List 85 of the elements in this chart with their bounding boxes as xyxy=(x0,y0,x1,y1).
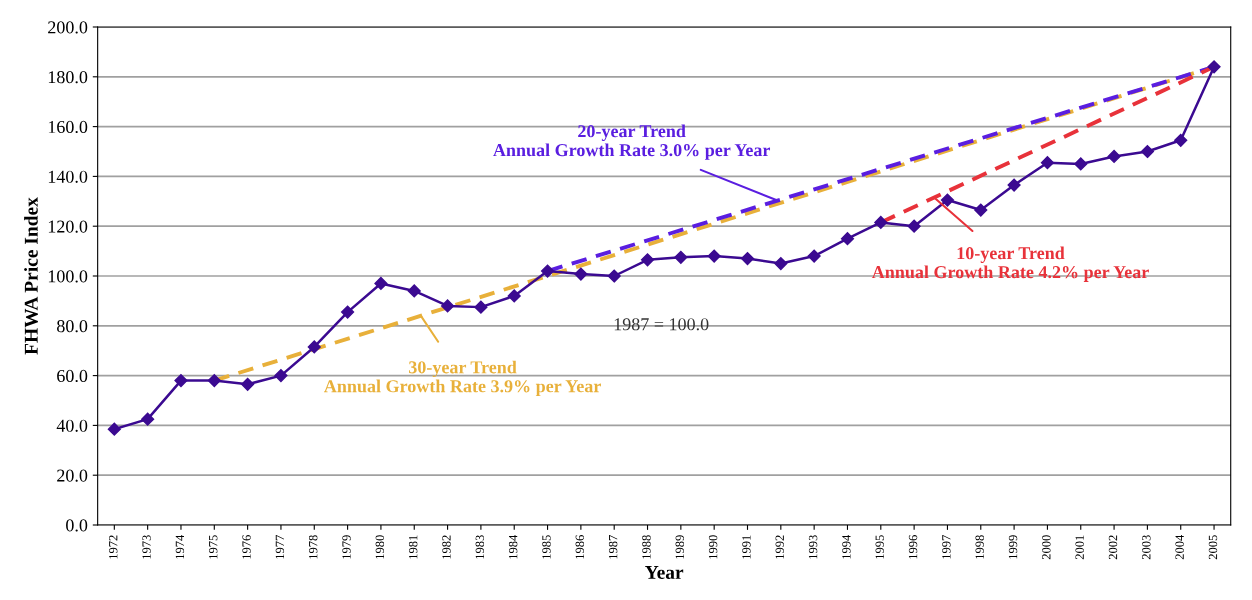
x-tick-label: 1981 xyxy=(408,535,418,559)
y-tick-label: 80.0 xyxy=(57,320,88,333)
y-tick-label: 160.0 xyxy=(48,120,88,134)
point xyxy=(207,373,221,388)
point xyxy=(274,369,288,383)
y-tick-label: 40.0 xyxy=(56,419,88,432)
point xyxy=(574,267,588,281)
annotation: 1987 = 100.0 xyxy=(614,318,709,331)
x-tick-label: 1992 xyxy=(775,535,784,559)
x-tick-label: 1997 xyxy=(942,535,951,559)
point xyxy=(507,289,521,303)
point xyxy=(174,373,188,388)
x-tick-label: 2001 xyxy=(1075,535,1084,560)
point xyxy=(1174,133,1188,147)
x-tick-label: 1993 xyxy=(808,535,818,559)
x-tick-label: 1999 xyxy=(1008,535,1018,559)
annotation: 20-year Trend Annual Growth Rate 3.0% per Year xyxy=(493,124,771,160)
x-tick-label: 1977 xyxy=(275,535,285,559)
annotation: 10-year Trend Annual Growth Rate 4.2% per Year xyxy=(871,246,1149,282)
x-tick-label: 1982 xyxy=(442,535,451,559)
x-tick-label: 1980 xyxy=(375,535,385,559)
x-tick-label: 1990 xyxy=(708,535,718,559)
x-tick-label: 1991 xyxy=(742,535,751,559)
point xyxy=(474,300,488,314)
point xyxy=(1107,149,1121,164)
y-tick-label: 140.0 xyxy=(48,170,88,183)
point xyxy=(1007,178,1021,192)
x-tick-label: 1989 xyxy=(675,535,684,559)
x-tick-label: 2000 xyxy=(1042,535,1051,560)
point xyxy=(907,219,921,233)
y-tick-label: 180.0 xyxy=(48,71,88,84)
x-tick-label: 1978 xyxy=(308,535,318,559)
x-tick-label: 1986 xyxy=(575,535,584,559)
x-tick-label: 1973 xyxy=(142,535,151,559)
x-tick-label: 1998 xyxy=(975,535,984,559)
x-tick-label: 1979 xyxy=(342,535,351,559)
point xyxy=(141,412,155,426)
y-tick-label: 60.0 xyxy=(57,369,88,383)
point xyxy=(1040,156,1055,170)
y-tick-label: 200.0 xyxy=(48,21,88,34)
x-tick-label: 1995 xyxy=(875,535,884,559)
point xyxy=(407,284,421,298)
x-tick-label: 1976 xyxy=(242,535,251,559)
point xyxy=(440,299,455,313)
x-tick-label: 1985 xyxy=(542,535,551,559)
x-tick-label: 1987 xyxy=(608,535,618,559)
x-tick-label: 1972 xyxy=(109,535,118,559)
point xyxy=(107,422,121,436)
point xyxy=(1074,157,1088,171)
y-tick-label: 0.0 xyxy=(66,519,88,532)
point xyxy=(840,232,855,246)
point xyxy=(974,203,988,217)
x-tick-label: 1974 xyxy=(175,534,185,559)
x-axis-title: Year xyxy=(645,566,684,579)
y-tick-label: 100.0 xyxy=(48,270,88,283)
x-tick-label: 1996 xyxy=(908,535,918,559)
point xyxy=(607,269,621,283)
x-tick-label: 2005 xyxy=(1208,535,1218,560)
point xyxy=(807,249,821,263)
point xyxy=(940,193,955,207)
x-tick-label: 1994 xyxy=(842,534,851,559)
point xyxy=(774,256,788,271)
x-tick-label: 1983 xyxy=(475,535,485,559)
point xyxy=(241,377,255,391)
annotation: 30-year Trend Annual Growth Rate 3.9% per Year xyxy=(323,360,601,396)
x-tick-label: 2003 xyxy=(1142,535,1151,560)
x-tick-label: 2002 xyxy=(1108,535,1118,560)
point xyxy=(707,249,721,263)
x-tick-label: 2004 xyxy=(1175,534,1184,560)
y-tick-label: 120.0 xyxy=(48,220,88,233)
point xyxy=(341,305,355,319)
point xyxy=(640,253,655,267)
point xyxy=(1140,144,1154,159)
point xyxy=(540,264,555,278)
point xyxy=(1207,60,1221,74)
x-tick-label: 1975 xyxy=(209,535,218,559)
y-tick-label: 20.0 xyxy=(57,469,88,482)
x-tick-label: 1984 xyxy=(508,534,518,559)
point xyxy=(307,340,321,354)
y-axis-title: FHWA Price Index xyxy=(24,197,38,355)
point xyxy=(874,215,888,230)
x-tick-label: 1988 xyxy=(642,535,651,559)
point xyxy=(374,276,388,291)
point xyxy=(740,251,755,266)
point xyxy=(674,250,688,264)
